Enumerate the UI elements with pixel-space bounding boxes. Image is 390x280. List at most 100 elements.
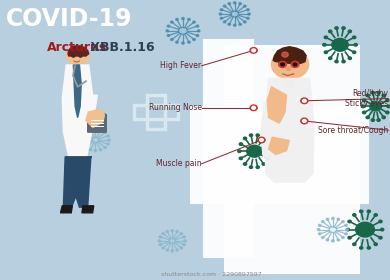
Circle shape (360, 210, 363, 213)
Circle shape (250, 166, 253, 169)
Polygon shape (264, 78, 314, 182)
Circle shape (176, 41, 178, 43)
Circle shape (99, 149, 102, 151)
Circle shape (319, 233, 321, 235)
Circle shape (381, 228, 384, 231)
Circle shape (92, 137, 99, 143)
Circle shape (171, 230, 174, 232)
Circle shape (363, 111, 366, 114)
Circle shape (231, 11, 239, 17)
Circle shape (256, 166, 259, 169)
Circle shape (342, 221, 344, 223)
Circle shape (104, 132, 106, 134)
Circle shape (324, 51, 328, 53)
Circle shape (99, 129, 102, 131)
Circle shape (321, 237, 324, 239)
Circle shape (244, 21, 246, 23)
Circle shape (85, 132, 87, 134)
Circle shape (72, 55, 75, 57)
Circle shape (252, 106, 255, 109)
Circle shape (176, 249, 178, 251)
Circle shape (220, 17, 223, 19)
Circle shape (220, 9, 223, 11)
Polygon shape (269, 137, 289, 155)
Text: Running Nose: Running Nose (149, 103, 202, 112)
Circle shape (342, 237, 344, 239)
Circle shape (337, 239, 340, 241)
Polygon shape (268, 118, 288, 155)
Circle shape (382, 116, 385, 119)
Polygon shape (80, 95, 97, 129)
FancyBboxPatch shape (202, 39, 254, 258)
Circle shape (171, 250, 174, 252)
Circle shape (386, 99, 389, 102)
FancyBboxPatch shape (285, 78, 294, 87)
Circle shape (89, 149, 92, 151)
Circle shape (182, 17, 184, 20)
Circle shape (323, 44, 326, 46)
Circle shape (167, 34, 170, 36)
Circle shape (326, 218, 329, 220)
Circle shape (332, 38, 348, 51)
Circle shape (179, 27, 188, 34)
Circle shape (301, 118, 308, 124)
Circle shape (293, 63, 297, 66)
Circle shape (335, 60, 338, 63)
Circle shape (234, 24, 236, 26)
Circle shape (108, 139, 110, 141)
Circle shape (223, 21, 226, 23)
Circle shape (374, 214, 377, 216)
Circle shape (228, 23, 230, 25)
Circle shape (371, 92, 374, 94)
Circle shape (256, 134, 259, 136)
Circle shape (262, 163, 265, 165)
Circle shape (354, 44, 357, 46)
Circle shape (162, 233, 165, 235)
Circle shape (94, 150, 97, 152)
Circle shape (282, 52, 288, 57)
Circle shape (386, 111, 389, 114)
Circle shape (332, 218, 334, 220)
Circle shape (287, 67, 291, 70)
Circle shape (271, 50, 308, 79)
Circle shape (367, 210, 370, 213)
Circle shape (348, 220, 351, 223)
Circle shape (377, 92, 380, 94)
Circle shape (266, 143, 269, 145)
Circle shape (301, 98, 308, 104)
Text: High Fever: High Fever (160, 61, 202, 70)
Circle shape (278, 61, 287, 67)
Circle shape (248, 13, 250, 15)
Circle shape (239, 157, 243, 160)
Circle shape (246, 9, 249, 11)
Circle shape (268, 150, 271, 153)
Circle shape (374, 243, 377, 246)
Circle shape (377, 119, 380, 121)
Circle shape (348, 237, 351, 239)
Polygon shape (267, 87, 287, 123)
Text: XBB.1.16: XBB.1.16 (86, 41, 154, 53)
Polygon shape (261, 101, 273, 157)
Text: COVID-19: COVID-19 (5, 7, 132, 31)
Circle shape (196, 34, 199, 36)
Circle shape (219, 13, 222, 15)
Circle shape (246, 17, 249, 19)
Circle shape (370, 102, 381, 111)
Polygon shape (86, 109, 105, 127)
Circle shape (348, 30, 351, 33)
Circle shape (346, 228, 349, 231)
Circle shape (167, 25, 170, 27)
Circle shape (239, 23, 241, 25)
Circle shape (367, 247, 370, 249)
Circle shape (176, 230, 178, 232)
Circle shape (170, 21, 173, 23)
Circle shape (223, 5, 226, 7)
Circle shape (281, 63, 284, 66)
Circle shape (266, 157, 269, 160)
Circle shape (82, 143, 84, 145)
Circle shape (243, 163, 246, 165)
Circle shape (360, 247, 363, 249)
Text: Muscle pain: Muscle pain (156, 159, 202, 168)
Circle shape (366, 94, 369, 97)
Circle shape (234, 2, 236, 4)
